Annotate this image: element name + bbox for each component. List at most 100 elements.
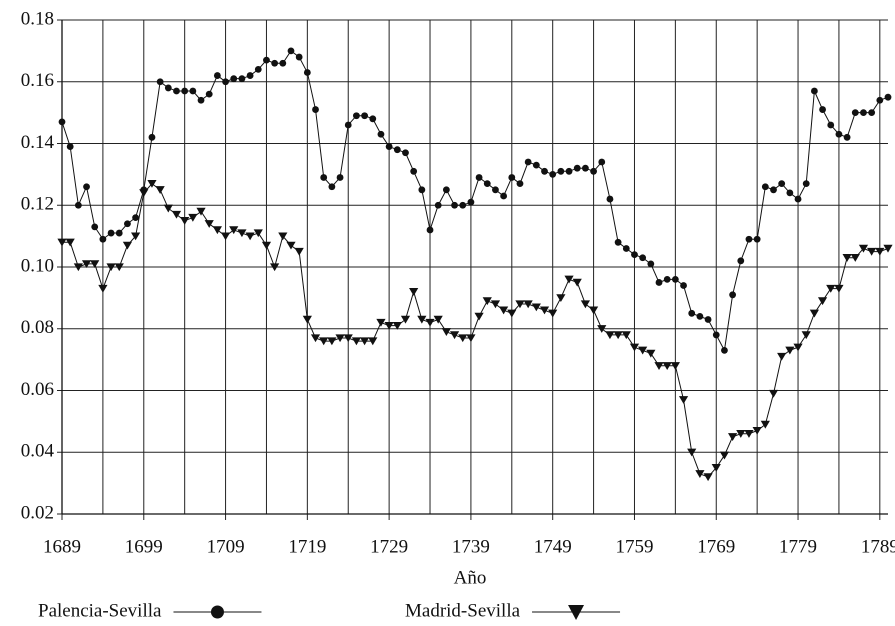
- data-point: [531, 303, 541, 312]
- data-point: [336, 174, 344, 181]
- data-point: [770, 186, 777, 194]
- data-point: [819, 106, 826, 113]
- data-point: [466, 334, 476, 343]
- data-point: [548, 309, 558, 318]
- data-point: [884, 93, 892, 101]
- data-point: [500, 192, 508, 200]
- data-point: [327, 337, 337, 346]
- data-point: [760, 420, 770, 429]
- y-tick-label: 0.08: [21, 317, 54, 338]
- data-point: [850, 254, 860, 262]
- data-point: [433, 315, 443, 324]
- y-tick-label: 0.14: [21, 132, 55, 153]
- data-point: [449, 331, 460, 340]
- data-point: [287, 47, 295, 55]
- data-point: [671, 275, 679, 283]
- data-point: [835, 130, 843, 138]
- data-point: [294, 247, 304, 256]
- data-point: [868, 109, 876, 117]
- data-point: [801, 331, 811, 340]
- series-line: [61, 50, 889, 352]
- data-point: [564, 275, 574, 284]
- data-point: [719, 451, 730, 460]
- data-point: [351, 337, 362, 346]
- data-point: [271, 59, 279, 67]
- y-tick-label: 0.06: [21, 379, 54, 400]
- data-point: [858, 244, 869, 253]
- data-point: [90, 260, 100, 269]
- data-point: [392, 321, 402, 330]
- data-point: [467, 198, 475, 206]
- data-point: [441, 328, 451, 336]
- x-tick-label: 1779: [779, 536, 817, 557]
- data-point: [376, 318, 386, 327]
- data-point: [556, 294, 566, 303]
- data-point: [492, 186, 499, 194]
- x-tick-label: 1719: [288, 536, 326, 557]
- data-point: [834, 284, 844, 293]
- data-point: [213, 72, 221, 79]
- data-point: [728, 433, 738, 441]
- data-point: [867, 247, 877, 256]
- data-point: [809, 309, 819, 318]
- data-point: [704, 316, 712, 323]
- data-point: [622, 245, 630, 252]
- data-point: [171, 210, 182, 219]
- data-point: [523, 300, 533, 309]
- data-point: [442, 186, 450, 194]
- data-point: [155, 186, 165, 194]
- data-point: [163, 204, 173, 213]
- data-point: [729, 291, 737, 299]
- data-point: [238, 75, 246, 83]
- x-tick-label: 1689: [43, 536, 81, 557]
- x-tick-label: 1739: [452, 536, 490, 557]
- data-point: [490, 300, 501, 309]
- data-point: [680, 282, 687, 289]
- data-point: [851, 109, 859, 117]
- data-point: [475, 174, 483, 181]
- data-point: [515, 300, 525, 309]
- y-tick-label: 0.18: [21, 8, 54, 29]
- data-point: [557, 167, 565, 175]
- x-tick-label: 1759: [615, 536, 653, 557]
- data-point: [580, 300, 591, 309]
- data-point: [721, 346, 728, 354]
- data-point: [573, 164, 581, 172]
- data-point: [639, 254, 647, 262]
- data-point: [81, 260, 92, 269]
- data-point: [613, 331, 623, 340]
- data-point: [131, 232, 141, 241]
- data-point: [711, 464, 721, 472]
- data-point: [508, 174, 516, 181]
- data-point: [180, 217, 190, 225]
- data-point: [230, 75, 238, 83]
- data-point: [107, 229, 115, 237]
- data-point: [696, 313, 704, 320]
- data-point: [629, 343, 640, 352]
- data-point: [745, 235, 753, 243]
- data-point: [786, 189, 794, 197]
- data-point: [139, 189, 149, 198]
- data-point: [794, 195, 802, 203]
- data-point: [843, 133, 851, 141]
- data-point: [605, 331, 615, 340]
- data-point: [524, 158, 532, 166]
- data-point: [328, 183, 336, 191]
- data-point: [91, 223, 99, 231]
- data-point: [768, 389, 779, 398]
- data-point: [98, 284, 108, 293]
- data-point: [156, 78, 164, 86]
- y-tick-label: 0.16: [21, 70, 54, 91]
- data-point: [286, 241, 296, 250]
- data-point: [590, 167, 597, 175]
- data-point: [459, 201, 467, 209]
- data-point: [312, 106, 319, 113]
- data-point: [359, 337, 370, 346]
- data-point: [320, 174, 328, 181]
- data-point: [541, 167, 548, 175]
- data-point: [99, 235, 107, 243]
- data-point: [532, 161, 540, 169]
- data-point: [114, 263, 124, 272]
- data-point: [83, 183, 90, 191]
- data-point: [253, 229, 263, 238]
